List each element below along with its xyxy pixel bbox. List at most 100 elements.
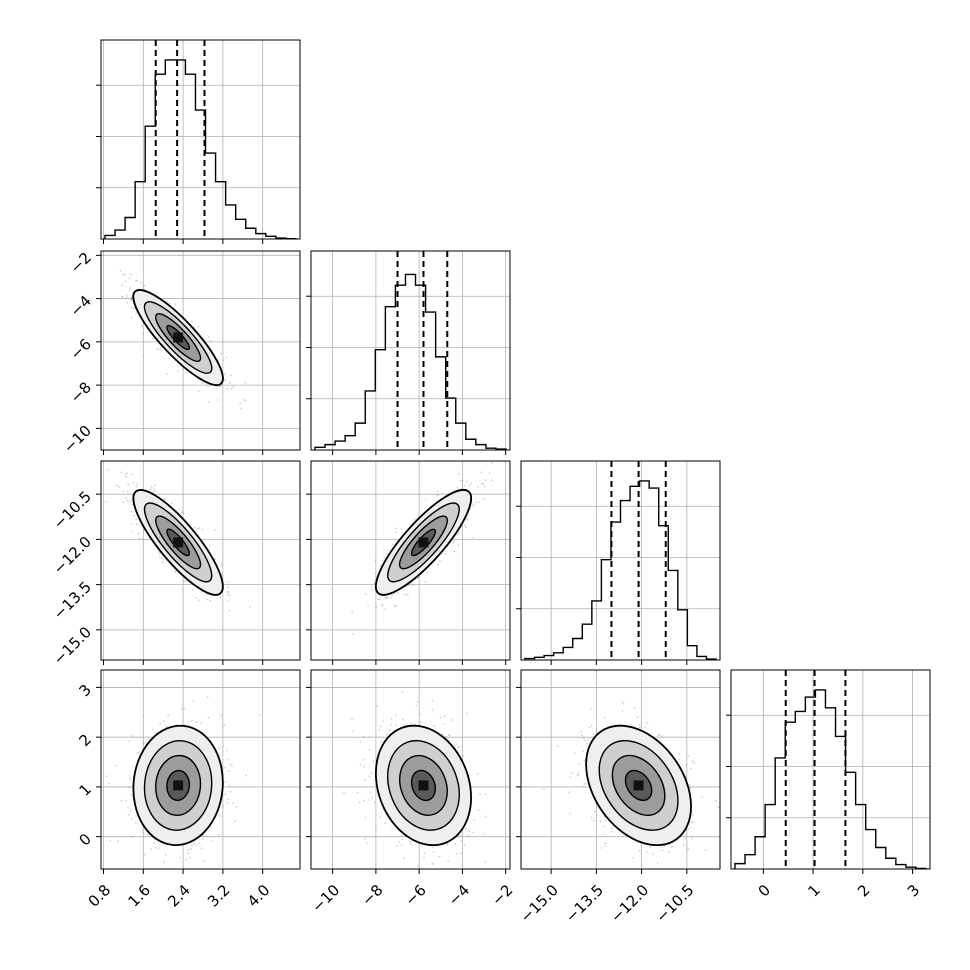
- scatter-point: [629, 723, 632, 726]
- scatter-point: [217, 813, 220, 815]
- scatter-point: [379, 816, 382, 819]
- scatter-point: [632, 856, 635, 859]
- scatter-point: [135, 279, 137, 282]
- scatter-point: [410, 583, 413, 585]
- x-tick-label: −12.0: [607, 881, 652, 926]
- scatter-point: [358, 801, 361, 804]
- scatter-point: [143, 853, 146, 856]
- scatter-point: [244, 399, 247, 402]
- scatter-point: [417, 865, 419, 867]
- scatter-point: [477, 772, 479, 775]
- scatter-point: [224, 373, 226, 375]
- scatter-point: [167, 714, 170, 717]
- scatter-point: [207, 336, 210, 339]
- scatter-point: [227, 759, 230, 761]
- scatter-point: [437, 493, 440, 496]
- scatter-point: [375, 825, 377, 828]
- scatter-point: [207, 401, 210, 403]
- scatter-point: [557, 745, 559, 748]
- scatter-point: [202, 860, 205, 862]
- scatter-point: [454, 843, 457, 845]
- scatter-point: [126, 490, 129, 493]
- scatter-point: [659, 846, 662, 849]
- scatter-point: [449, 733, 452, 736]
- panel-3-2: [516, 669, 721, 874]
- scatter-point: [678, 758, 681, 761]
- scatter-point: [604, 845, 606, 848]
- scatter-point: [490, 461, 493, 464]
- scatter-point: [226, 749, 229, 752]
- scatter-point: [701, 796, 703, 798]
- panel-1-1: [306, 250, 511, 455]
- scatter-point: [458, 472, 461, 475]
- scatter-point: [108, 782, 110, 785]
- scatter-point: [107, 469, 109, 471]
- scatter-point: [431, 699, 434, 702]
- scatter-point: [368, 736, 370, 739]
- scatter-point: [201, 835, 204, 838]
- scatter-point: [377, 598, 379, 601]
- scatter-point: [456, 486, 459, 489]
- scatter-point: [484, 793, 487, 795]
- density-peak: [418, 537, 429, 548]
- scatter-point: [258, 714, 261, 716]
- scatter-point: [227, 586, 229, 589]
- scatter-point: [359, 740, 362, 743]
- scatter-point: [385, 733, 388, 736]
- scatter-point: [571, 772, 574, 775]
- scatter-point: [458, 834, 461, 837]
- scatter-point: [479, 793, 481, 796]
- scatter-point: [484, 479, 487, 482]
- scatter-point: [683, 837, 686, 840]
- scatter-point: [395, 844, 398, 847]
- scatter-point: [473, 504, 476, 507]
- scatter-point: [227, 798, 230, 800]
- scatter-point: [687, 828, 690, 830]
- scatter-point: [373, 582, 376, 585]
- scatter-point: [418, 713, 421, 716]
- scatter-point: [352, 633, 354, 635]
- scatter-point: [200, 722, 203, 724]
- y-tick-label: 0: [76, 830, 95, 849]
- scatter-point: [201, 528, 204, 531]
- scatter-point: [381, 604, 384, 606]
- scatter-point: [136, 279, 139, 282]
- scatter-point: [159, 556, 161, 559]
- scatter-point: [363, 765, 365, 768]
- y-tick-label: 2: [76, 730, 95, 749]
- x-tick-label: 2.4: [164, 881, 194, 911]
- scatter-point: [234, 820, 236, 822]
- scatter-point: [406, 593, 409, 596]
- scatter-point: [160, 349, 163, 352]
- x-tick-label: −2: [488, 881, 516, 909]
- scatter-point: [128, 277, 131, 280]
- scatter-point: [372, 760, 375, 763]
- scatter-point: [197, 599, 200, 602]
- scatter-point: [228, 784, 231, 787]
- histogram-2: [524, 480, 717, 660]
- scatter-point: [691, 760, 694, 763]
- scatter-point: [588, 726, 591, 729]
- scatter-point: [374, 572, 377, 575]
- scatter-point: [220, 352, 223, 355]
- scatter-point: [356, 791, 359, 794]
- scatter-point: [153, 841, 155, 844]
- scatter-point: [484, 815, 487, 818]
- scatter-point: [424, 498, 427, 501]
- scatter-point: [380, 604, 383, 607]
- scatter-point: [362, 758, 365, 761]
- scatter-point: [126, 295, 129, 297]
- scatter-point: [583, 782, 585, 785]
- scatter-point: [603, 833, 605, 835]
- scatter-point: [584, 783, 587, 785]
- scatter-point: [447, 860, 449, 863]
- scatter-point: [646, 851, 649, 854]
- scatter-point: [450, 719, 453, 721]
- x-tick-label: 1: [804, 881, 823, 900]
- scatter-point: [154, 847, 157, 849]
- scatter-point: [149, 488, 152, 491]
- scatter-point: [122, 501, 125, 504]
- scatter-point: [611, 830, 613, 833]
- y-tick-label: −6: [67, 335, 95, 363]
- panel-frame: [100, 39, 301, 240]
